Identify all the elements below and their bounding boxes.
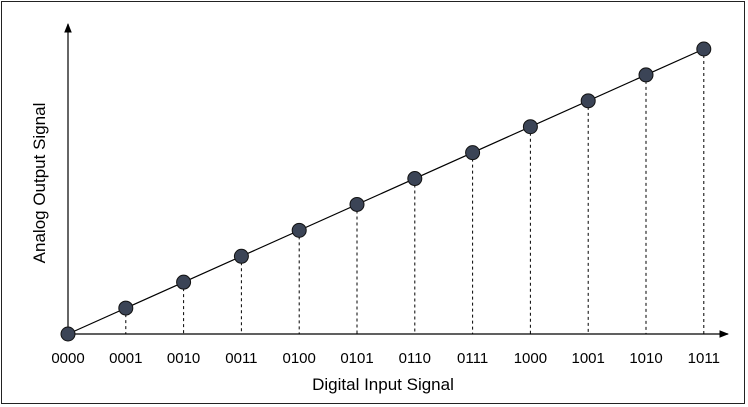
- x-tick-label: 1001: [572, 350, 605, 367]
- x-tick-label: 0100: [283, 350, 316, 367]
- x-axis-title: Digital Input Signal: [312, 375, 454, 394]
- data-point: [407, 171, 423, 187]
- data-point: [291, 222, 307, 238]
- data-point: [60, 326, 76, 342]
- x-tick-label: 0111: [457, 350, 488, 367]
- x-tick-label: 1011: [688, 350, 720, 367]
- x-tick-label: 0001: [109, 350, 142, 367]
- x-tick-label: 0010: [167, 350, 200, 367]
- trend-line: [67, 48, 705, 335]
- y-axis-title: Analog Output Signal: [30, 103, 49, 264]
- x-tick-label: 0110: [399, 350, 431, 367]
- data-point: [580, 93, 596, 109]
- data-point: [522, 119, 538, 135]
- data-point: [696, 41, 712, 57]
- x-tick-labels: 0000 0001 0010 0011 0100 0101 0110 0111 1000 1001…: [51, 350, 720, 367]
- data-point: [638, 67, 654, 83]
- data-point: [118, 300, 134, 316]
- data-point: [176, 274, 192, 290]
- data-point: [233, 248, 249, 264]
- x-tick-label: 1010: [629, 350, 662, 367]
- data-point: [465, 145, 481, 161]
- x-tick-label: 0101: [340, 350, 373, 367]
- x-tick-label: 1000: [514, 350, 547, 367]
- data-points: [60, 41, 712, 342]
- drop-lines: [125, 49, 705, 334]
- x-tick-label: 0011: [225, 350, 257, 367]
- data-point: [349, 196, 365, 212]
- x-tick-label: 0000: [51, 350, 84, 367]
